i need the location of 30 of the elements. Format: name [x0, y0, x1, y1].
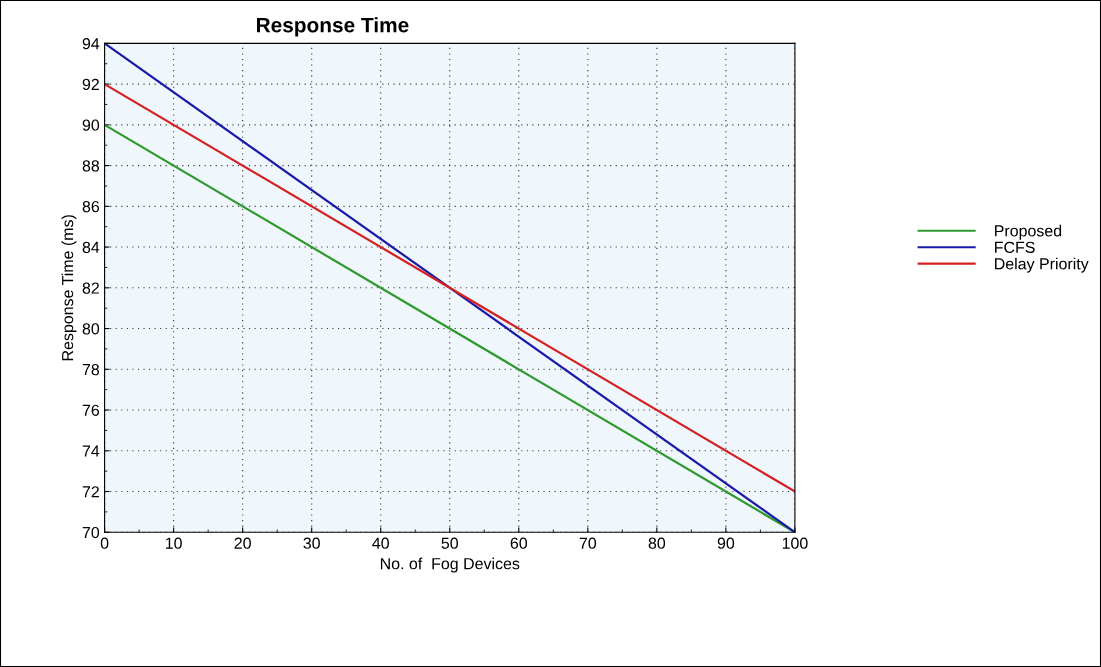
- y-tick-label: 82: [82, 282, 99, 294]
- y-tick-label: 72: [82, 486, 99, 498]
- x-tick-label: 40: [372, 537, 389, 549]
- x-axis-title: No. of Fog Devices: [380, 557, 520, 573]
- y-tick-label: 92: [82, 78, 99, 91]
- y-tick-label: 86: [82, 200, 100, 213]
- legend-label: FCFS: [995, 241, 1035, 253]
- x-tick-label: 30: [303, 537, 320, 549]
- y-tick-label: 94: [82, 37, 100, 50]
- y-axis-title: Response Time (ms): [61, 215, 77, 361]
- y-tick-label: 84: [82, 241, 100, 254]
- y-tick-label: 88: [82, 160, 100, 172]
- y-tick-label: 78: [82, 363, 100, 376]
- y-tick-label: 70: [82, 526, 100, 539]
- x-tick-label: 10: [165, 537, 182, 549]
- y-tick-label: 90: [82, 119, 100, 131]
- x-tick-label: 0: [100, 537, 109, 549]
- x-tick-label: 60: [510, 537, 528, 549]
- x-tick-label: 50: [441, 537, 459, 549]
- x-tick-label: 90: [717, 537, 735, 549]
- legend-label: Delay Priority: [995, 257, 1089, 273]
- x-tick-label: 70: [579, 537, 597, 549]
- y-tick-label: 76: [82, 404, 100, 416]
- chart-title: Response Time: [256, 17, 409, 37]
- x-tick-label: 20: [234, 537, 251, 549]
- y-tick-label: 74: [82, 445, 100, 457]
- x-tick-label: 100: [782, 537, 808, 549]
- legend-label: Proposed: [995, 224, 1062, 240]
- x-tick-label: 80: [648, 537, 666, 549]
- y-tick-label: 80: [82, 323, 100, 335]
